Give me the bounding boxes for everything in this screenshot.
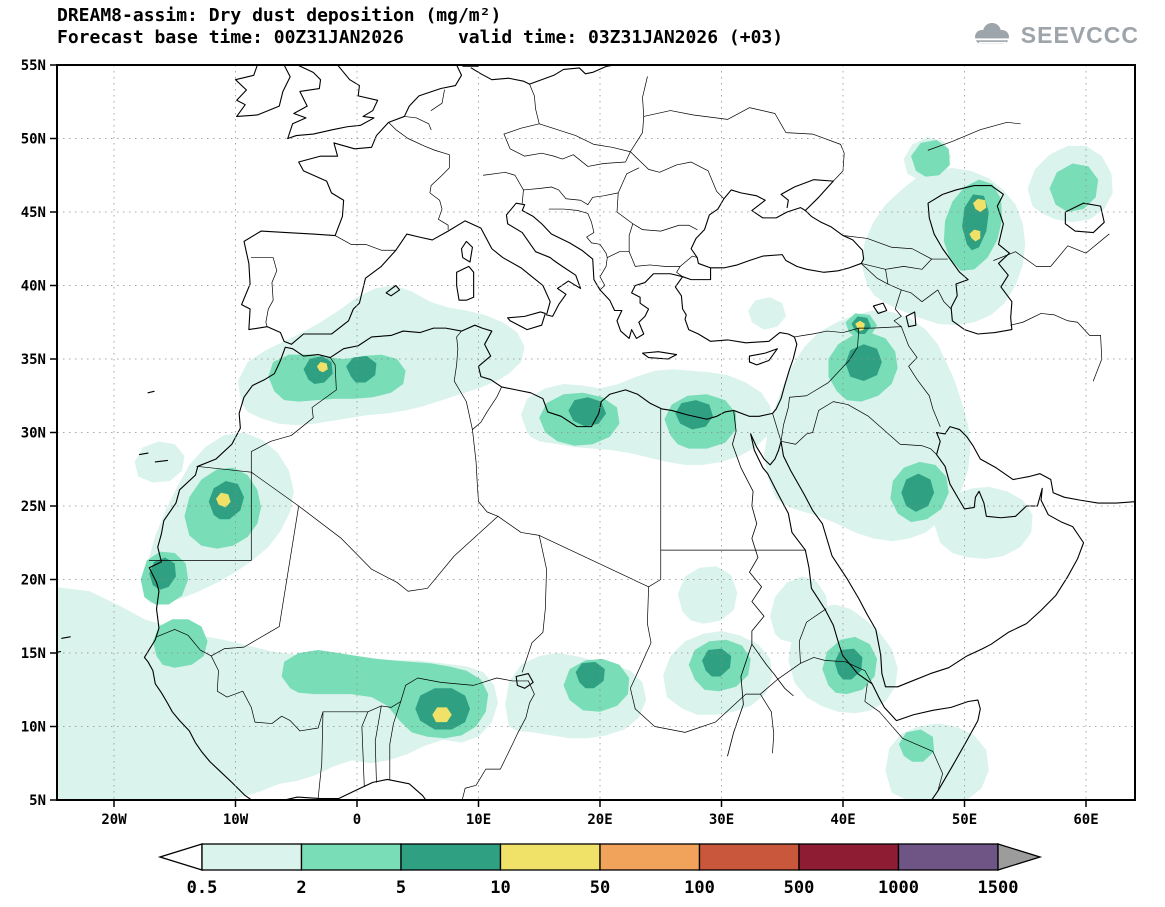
dust-region-ge-0.5 [677,566,738,624]
dust-region-ge-5 [303,356,333,384]
graticule [57,65,1135,800]
dust-region-ge-0.5 [748,297,786,330]
dust-region-ge-5 [901,473,935,512]
colorbar-segment [599,843,701,871]
x-tick-label: 40E [830,812,855,828]
dust-region-ge-5 [675,400,713,430]
colorbar-segment [300,843,402,871]
y-tick-label: 25N [21,499,46,515]
x-tick-label: 0 [353,812,361,828]
y-tick-label: 10N [21,719,46,735]
colorbar-label: 5 [396,878,406,898]
dust-region-ge-10 [432,707,452,723]
colorbar-labels: 0.5 2 5 10 50 100 500 1000 1500 [187,878,1019,898]
dust-region-ge-5 [568,397,607,427]
axis-ticks [50,64,1087,807]
dust-region-ge-0.5 [770,576,829,643]
colorbar-segment [897,843,999,871]
geo-layer [53,65,1137,816]
y-tick-label: 30N [21,425,46,441]
logo-text: SEEVCCC [1020,21,1139,48]
coastlines [53,65,1137,816]
x-tick-label: 10E [466,812,491,828]
colorbar-label: 500 [784,878,815,898]
colorbar-segment [798,843,900,871]
colorbar-label: 50 [590,878,610,898]
y-tick-label: 50N [21,131,46,147]
dust-region-ge-2 [152,619,208,668]
y-tick-label: 5N [29,793,46,809]
dust-region-ge-10 [216,492,231,508]
dust-region-ge-2 [898,729,935,762]
x-axis-labels: 20W 10W 0 10E 20E 30E 40E 50E 60E [101,812,1098,828]
country-borders [149,66,1109,802]
colorbar-segments [201,843,999,871]
colorbar-segment [201,843,303,871]
y-tick-label: 20N [21,572,46,588]
colorbar-label: 0.5 [187,878,218,898]
dust-region-ge-0.5 [885,723,989,800]
x-tick-label: 30E [709,812,734,828]
dust-region-ge-2 [1049,163,1099,213]
dust-region-ge-5 [575,661,605,689]
x-tick-label: 20W [101,812,127,828]
dust-region-ge-5 [346,356,377,383]
colorbar-segment [698,843,800,871]
dust-region-ge-2 [911,139,950,177]
colorbar-label: 100 [684,878,715,898]
colorbar-segment [499,843,601,871]
title-block: DREAM8-assim: Dry dust deposition (mg/m²… [57,5,783,49]
figure-subtitle: Forecast base time: 00Z31JAN2026 valid t… [57,27,784,48]
rivers [728,410,794,755]
colorbar-left-arrow [157,843,203,871]
seevccc-cloud-icon [973,23,1010,44]
colorbar-label: 2 [296,878,306,898]
colorbar-segment [400,843,502,871]
x-tick-label: 50E [952,812,977,828]
dust-region-ge-0.5 [934,486,1033,559]
x-tick-label: 10W [223,812,249,828]
colorbar-label: 1500 [978,878,1019,898]
y-tick-label: 35N [21,352,46,368]
x-tick-label: 20E [587,812,612,828]
dust-region-ge-5 [845,344,882,382]
colorbar-label: 1000 [878,878,919,898]
figure-title: DREAM8-assim: Dry dust deposition (mg/m²… [57,5,502,26]
y-tick-label: 15N [21,646,46,662]
y-tick-label: 45N [21,205,46,221]
dust-region-ge-5 [702,648,732,677]
dust-region-ge-0.5 [57,591,99,633]
x-tick-label: 60E [1073,812,1098,828]
y-axis-labels: 55N 50N 45N 40N 35N 30N 25N 20N 15N 10N … [21,58,46,809]
colorbar-label: 10 [490,878,510,898]
colorbar-right-arrow [997,843,1043,871]
dust-region-ge-10 [316,361,328,373]
dust-region-ge-10 [855,320,865,332]
dust-region-ge-10 [969,229,981,242]
seevccc-logo: SEEVCCC [969,20,1139,50]
dust-region-ge-10 [973,198,987,213]
y-tick-label: 40N [21,278,46,294]
y-tick-label: 55N [21,58,46,74]
colorbar: 0.5 2 5 10 50 100 500 1000 1500 [157,843,1043,898]
dust-deposition-field [57,137,1113,800]
